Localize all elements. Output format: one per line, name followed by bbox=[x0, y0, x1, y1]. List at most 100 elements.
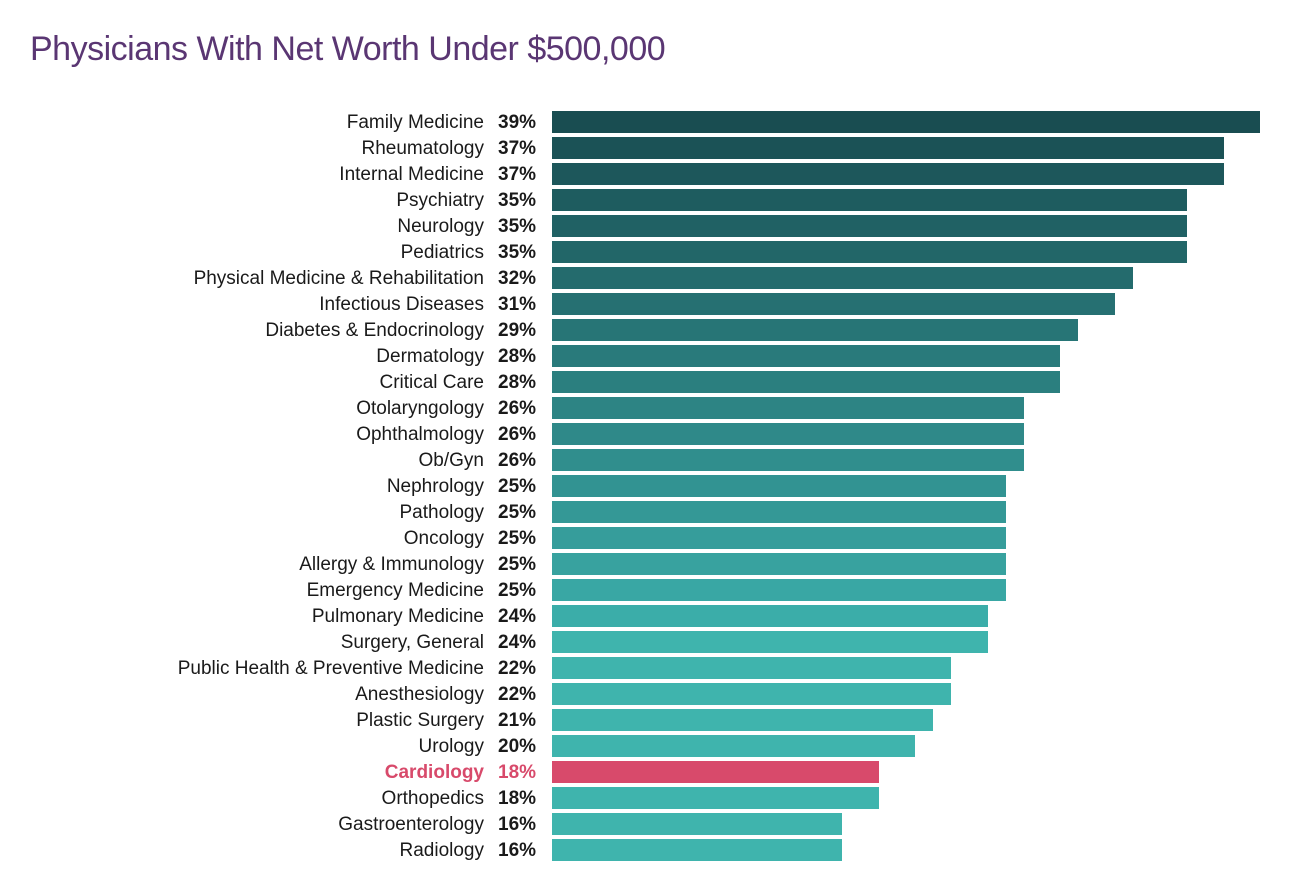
row-label: Radiology bbox=[30, 841, 498, 860]
bar-track bbox=[552, 683, 1260, 705]
bar-track bbox=[552, 267, 1260, 289]
bar-track bbox=[552, 449, 1260, 471]
chart-row: Radiology16% bbox=[30, 837, 1260, 863]
bar bbox=[552, 345, 1060, 367]
chart-row: Emergency Medicine25% bbox=[30, 577, 1260, 603]
bar bbox=[552, 319, 1078, 341]
bar bbox=[552, 475, 1006, 497]
bar bbox=[552, 579, 1006, 601]
row-label: Otolaryngology bbox=[30, 399, 498, 418]
bar bbox=[552, 371, 1060, 393]
row-label: Gastroenterology bbox=[30, 815, 498, 834]
chart-row: Anesthesiology22% bbox=[30, 681, 1260, 707]
row-label: Internal Medicine bbox=[30, 165, 498, 184]
bar-track bbox=[552, 189, 1260, 211]
row-label: Infectious Diseases bbox=[30, 295, 498, 314]
bar-track bbox=[552, 111, 1260, 133]
chart-row: Cardiology18% bbox=[30, 759, 1260, 785]
row-label: Public Health & Preventive Medicine bbox=[30, 659, 498, 678]
row-value: 25% bbox=[498, 503, 552, 522]
row-label: Anesthesiology bbox=[30, 685, 498, 704]
row-value: 28% bbox=[498, 347, 552, 366]
bar-track bbox=[552, 397, 1260, 419]
bar bbox=[552, 267, 1133, 289]
row-value: 26% bbox=[498, 451, 552, 470]
row-value: 20% bbox=[498, 737, 552, 756]
chart-row: Gastroenterology16% bbox=[30, 811, 1260, 837]
bar bbox=[552, 423, 1024, 445]
row-value: 35% bbox=[498, 191, 552, 210]
bar-track bbox=[552, 631, 1260, 653]
chart-row: Family Medicine39% bbox=[30, 109, 1260, 135]
row-value: 16% bbox=[498, 815, 552, 834]
bar bbox=[552, 709, 933, 731]
row-label: Orthopedics bbox=[30, 789, 498, 808]
chart-row: Nephrology25% bbox=[30, 473, 1260, 499]
row-value: 22% bbox=[498, 685, 552, 704]
chart-row: Rheumatology37% bbox=[30, 135, 1260, 161]
bar bbox=[552, 735, 915, 757]
row-label: Diabetes & Endocrinology bbox=[30, 321, 498, 340]
bar bbox=[552, 631, 988, 653]
bar-track bbox=[552, 319, 1260, 341]
chart-row: Infectious Diseases31% bbox=[30, 291, 1260, 317]
bar bbox=[552, 787, 879, 809]
chart-row: Public Health & Preventive Medicine22% bbox=[30, 655, 1260, 681]
bar-track bbox=[552, 345, 1260, 367]
row-value: 32% bbox=[498, 269, 552, 288]
row-label: Plastic Surgery bbox=[30, 711, 498, 730]
bar bbox=[552, 111, 1260, 133]
row-value: 25% bbox=[498, 477, 552, 496]
row-value: 37% bbox=[498, 165, 552, 184]
chart-row: Otolaryngology26% bbox=[30, 395, 1260, 421]
row-value: 31% bbox=[498, 295, 552, 314]
row-label: Urology bbox=[30, 737, 498, 756]
row-label: Pediatrics bbox=[30, 243, 498, 262]
row-label: Ophthalmology bbox=[30, 425, 498, 444]
bar-track bbox=[552, 475, 1260, 497]
bar-track bbox=[552, 787, 1260, 809]
bar bbox=[552, 449, 1024, 471]
row-label: Critical Care bbox=[30, 373, 498, 392]
chart-row: Critical Care28% bbox=[30, 369, 1260, 395]
bar-track bbox=[552, 657, 1260, 679]
chart-row: Pediatrics35% bbox=[30, 239, 1260, 265]
row-value: 25% bbox=[498, 581, 552, 600]
bar-track bbox=[552, 813, 1260, 835]
chart-row: Orthopedics18% bbox=[30, 785, 1260, 811]
row-label: Nephrology bbox=[30, 477, 498, 496]
row-value: 25% bbox=[498, 555, 552, 574]
row-value: 37% bbox=[498, 139, 552, 158]
chart-row: Ophthalmology26% bbox=[30, 421, 1260, 447]
bar bbox=[552, 839, 842, 861]
bar bbox=[552, 137, 1224, 159]
bar-track bbox=[552, 241, 1260, 263]
bar-track bbox=[552, 527, 1260, 549]
row-label: Physical Medicine & Rehabilitation bbox=[30, 269, 498, 288]
row-value: 28% bbox=[498, 373, 552, 392]
chart-row: Diabetes & Endocrinology29% bbox=[30, 317, 1260, 343]
bar bbox=[552, 163, 1224, 185]
row-label: Rheumatology bbox=[30, 139, 498, 158]
bar bbox=[552, 553, 1006, 575]
bar bbox=[552, 397, 1024, 419]
chart-row: Surgery, General24% bbox=[30, 629, 1260, 655]
bar bbox=[552, 293, 1115, 315]
bar bbox=[552, 215, 1187, 237]
bar-track bbox=[552, 163, 1260, 185]
bar-track bbox=[552, 501, 1260, 523]
chart-row: Pathology25% bbox=[30, 499, 1260, 525]
row-label: Oncology bbox=[30, 529, 498, 548]
bar-track bbox=[552, 735, 1260, 757]
bar-track bbox=[552, 553, 1260, 575]
row-value: 25% bbox=[498, 529, 552, 548]
row-value: 24% bbox=[498, 633, 552, 652]
bar-track bbox=[552, 293, 1260, 315]
bar-track bbox=[552, 709, 1260, 731]
bar-track bbox=[552, 839, 1260, 861]
row-value: 29% bbox=[498, 321, 552, 340]
bar-track bbox=[552, 579, 1260, 601]
bar-chart: Family Medicine39%Rheumatology37%Interna… bbox=[30, 109, 1260, 863]
row-value: 26% bbox=[498, 399, 552, 418]
row-value: 35% bbox=[498, 217, 552, 236]
